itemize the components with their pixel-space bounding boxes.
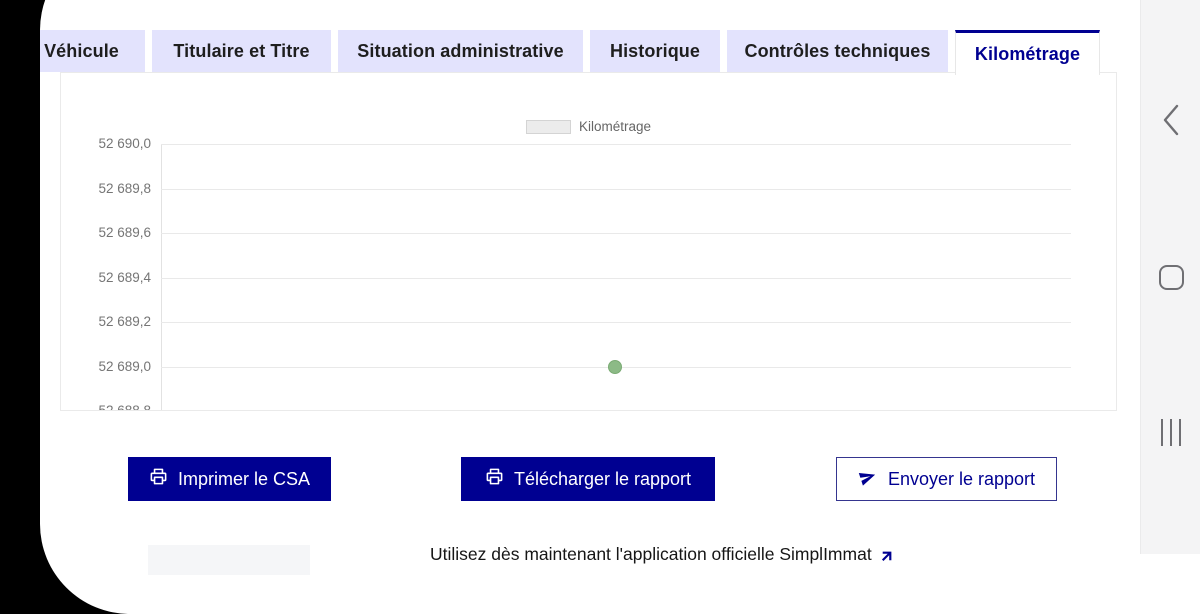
external-link-icon bbox=[880, 547, 893, 568]
mileage-data-point bbox=[608, 360, 622, 374]
y-tick-label: 52 689,8 bbox=[98, 181, 151, 196]
device-screen: Kilométrage 52 690,0 52 689,8 52 689,6 5… bbox=[40, 0, 1200, 614]
printer-icon bbox=[485, 467, 504, 491]
send-report-label: Envoyer le rapport bbox=[887, 468, 1036, 489]
rounded-square-icon bbox=[1158, 264, 1184, 290]
simplimmat-app-image bbox=[148, 545, 310, 575]
home-button[interactable] bbox=[1141, 247, 1200, 307]
promo-label: Utilisez dès maintenant l'application of… bbox=[430, 544, 872, 564]
chart-legend-item[interactable]: Kilométrage bbox=[526, 119, 651, 134]
promo-link[interactable]: Utilisez dès maintenant l'application of… bbox=[430, 544, 893, 565]
gridline bbox=[161, 233, 1071, 234]
paper-plane-icon bbox=[858, 467, 878, 492]
y-axis-line bbox=[161, 144, 162, 410]
y-tick-label: 52 689,4 bbox=[98, 270, 151, 285]
tab-kilometrage[interactable]: Kilométrage bbox=[955, 30, 1100, 75]
tab-vehicule[interactable]: Véhicule bbox=[40, 30, 145, 72]
chevron-left-icon bbox=[1160, 102, 1182, 143]
tab-controles-techniques[interactable]: Contrôles techniques bbox=[727, 30, 948, 72]
android-nav-bar bbox=[1140, 0, 1200, 554]
tab-situation-administrative[interactable]: Situation administrative bbox=[338, 30, 583, 72]
y-tick-label: 52 690,0 bbox=[98, 136, 151, 151]
gridline bbox=[161, 278, 1071, 279]
recents-button[interactable] bbox=[1141, 402, 1200, 462]
kilometrage-chart-card: Kilométrage 52 690,0 52 689,8 52 689,6 5… bbox=[60, 72, 1117, 411]
tab-historique[interactable]: Historique bbox=[590, 30, 720, 72]
y-tick-label: 52 689,0 bbox=[98, 359, 151, 374]
back-button[interactable] bbox=[1141, 92, 1200, 152]
y-tick-label: 52 688,8 bbox=[98, 403, 151, 411]
y-tick-label: 52 689,2 bbox=[98, 314, 151, 329]
print-csa-label: Imprimer le CSA bbox=[177, 468, 311, 489]
gridline bbox=[161, 322, 1071, 323]
download-report-label: Télécharger le rapport bbox=[513, 468, 692, 489]
three-bars-icon bbox=[1160, 418, 1182, 446]
y-tick-label: 52 689,6 bbox=[98, 225, 151, 240]
tab-titulaire-et-titre[interactable]: Titulaire et Titre bbox=[152, 30, 331, 72]
printer-icon bbox=[149, 467, 168, 491]
app-page: Kilométrage 52 690,0 52 689,8 52 689,6 5… bbox=[40, 0, 1200, 575]
send-report-button[interactable]: Envoyer le rapport bbox=[836, 457, 1057, 501]
gridline bbox=[161, 189, 1071, 190]
legend-label: Kilométrage bbox=[579, 119, 652, 134]
print-csa-button[interactable]: Imprimer le CSA bbox=[128, 457, 331, 501]
legend-swatch bbox=[526, 119, 571, 134]
gridline bbox=[161, 144, 1071, 145]
download-report-button[interactable]: Télécharger le rapport bbox=[461, 457, 715, 501]
